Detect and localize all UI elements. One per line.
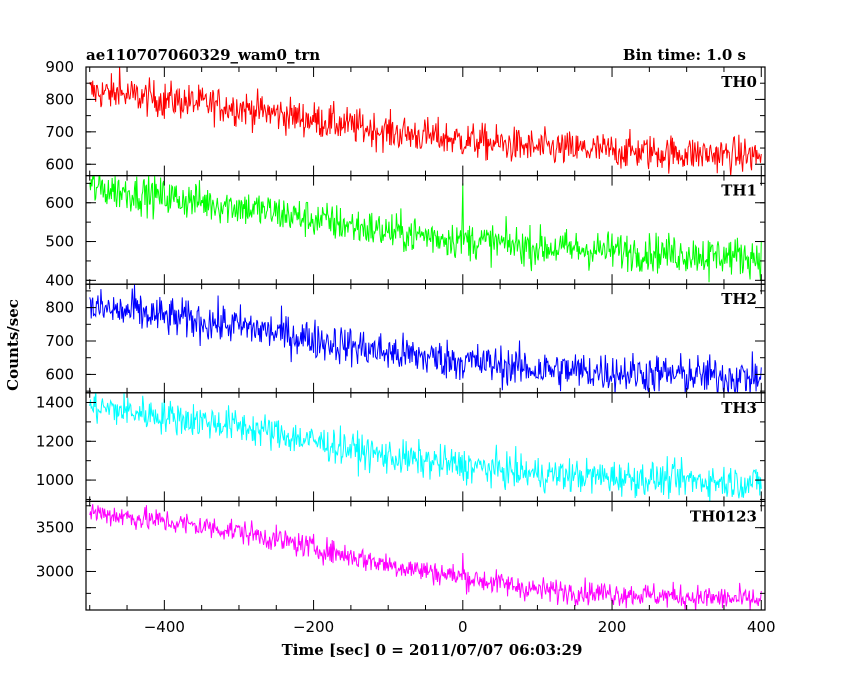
- series-th2: [89, 284, 762, 393]
- ytick-label-th0-700: 700: [45, 123, 74, 141]
- ytick-label-th3-1400: 1400: [36, 393, 74, 411]
- xtick-label-200: 200: [598, 618, 627, 636]
- series-th0123: [89, 504, 762, 610]
- panel-label-th0123: TH0123: [690, 507, 757, 525]
- xtick-label--200: −200: [293, 618, 334, 636]
- ytick-label-th2-700: 700: [45, 332, 74, 350]
- xtick-label-0: 0: [458, 618, 468, 636]
- ytick-label-th0-600: 600: [45, 155, 74, 173]
- ytick-label-th0123-3000: 3000: [36, 562, 74, 580]
- ytick-label-th2-800: 800: [45, 299, 74, 317]
- ytick-label-th2-600: 600: [45, 365, 74, 383]
- ytick-label-th3-1000: 1000: [36, 471, 74, 489]
- panel-label-th3: TH3: [721, 399, 757, 417]
- ytick-label-th1-500: 500: [45, 233, 74, 251]
- panel-label-th0: TH0: [721, 73, 757, 91]
- ytick-label-th3-1200: 1200: [36, 432, 74, 450]
- panels-group: 600 700 800 900 TH0 400 500 600 TH1 600 700 800 TH2 1…: [36, 58, 776, 636]
- ytick-label-th1-400: 400: [45, 271, 74, 289]
- panel-label-th2: TH2: [721, 290, 757, 308]
- ytick-label-th0123-3500: 3500: [36, 519, 74, 537]
- xtick-label-400: 400: [747, 618, 776, 636]
- y-axis-label: Counts/sec: [4, 299, 22, 391]
- header-bin-time: Bin time: 1.0 s: [623, 46, 746, 64]
- ytick-label-th0-800: 800: [45, 90, 74, 108]
- header-left-title: ae110707060329_wam0_trn: [86, 46, 320, 64]
- series-th3: [89, 392, 762, 502]
- series-th0: [89, 67, 762, 176]
- panel-label-th1: TH1: [721, 182, 757, 200]
- series-th1: [89, 175, 762, 283]
- x-axis-label: Time [sec] 0 = 2011/07/07 06:03:29: [282, 641, 583, 659]
- ytick-label-th1-600: 600: [45, 194, 74, 212]
- ytick-label-th0-900: 900: [45, 58, 74, 76]
- xtick-label--400: −400: [144, 618, 185, 636]
